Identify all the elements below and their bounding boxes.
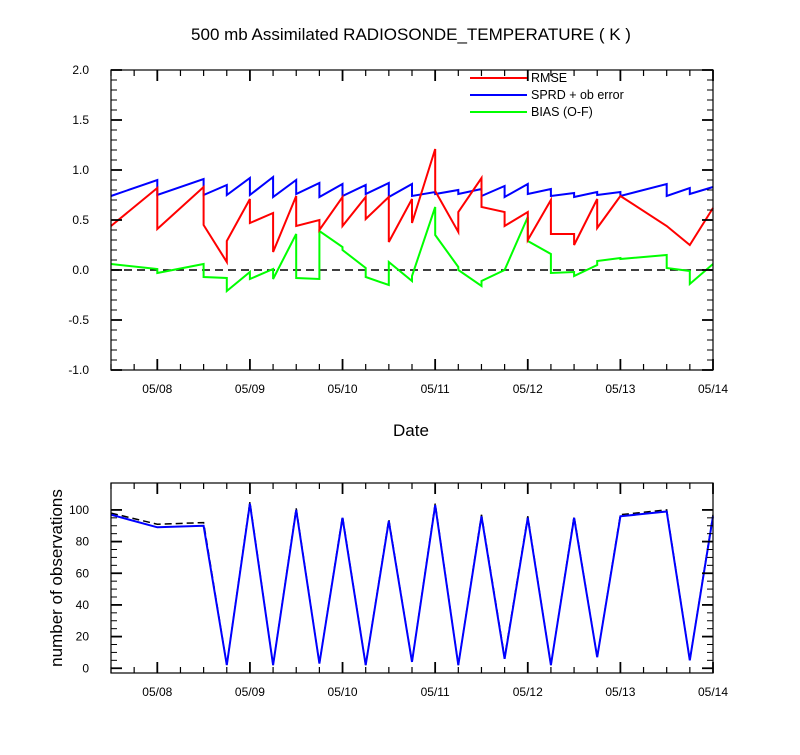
bottom-plot-frame	[110, 482, 714, 674]
legend-item-sprd: SPRD + ob error	[470, 88, 624, 102]
legend: RMSE SPRD + ob error BIAS (O-F)	[470, 71, 624, 119]
legend-item-rmse: RMSE	[470, 71, 567, 85]
bottom-chart: 05/08 05/09 05/10 05/11 05/12 05/13 05/14 0 20 40…	[47, 482, 728, 699]
top-x-tick-label: 05/08	[142, 382, 172, 396]
top-y-tick-label: -1.0	[68, 363, 89, 377]
series-line-bias-o-f	[110, 206, 714, 294]
top-y-tick-label: 2.0	[72, 63, 89, 77]
bottom-y-tick-label: 40	[76, 598, 90, 612]
top-series-group	[110, 148, 714, 294]
series-line-rmse	[110, 148, 714, 266]
bottom-series-group	[110, 501, 714, 666]
bottom-y-tick-label: 80	[76, 535, 90, 549]
top-y-tick-label: 0.5	[72, 213, 89, 227]
series-line-assimilated	[110, 503, 714, 666]
series-line-sprd-ob-error	[110, 174, 714, 199]
top-y-tick-label: 1.0	[72, 163, 89, 177]
bottom-ticks-group: 05/08 05/09 05/10 05/11 05/12 05/13 05/14 0 20 40…	[69, 483, 728, 699]
bottom-x-tick-label: 05/14	[698, 685, 728, 699]
top-y-tick-label: -0.5	[68, 313, 89, 327]
bottom-y-tick-label: 0	[82, 661, 89, 675]
y-axis-title: number of observations	[47, 489, 66, 667]
bottom-y-tick-label: 60	[76, 566, 90, 580]
top-x-tick-label: 05/10	[328, 382, 358, 396]
top-ticks-group: 05/08 05/09 05/10 05/11 05/12 05/13 05/14 2.0 1.…	[68, 63, 728, 396]
chart-title: 500 mb Assimilated RADIOSONDE_TEMPERATUR…	[191, 25, 631, 44]
top-chart: 500 mb Assimilated RADIOSONDE_TEMPERATUR…	[68, 25, 728, 440]
bottom-y-tick-label: 100	[69, 503, 89, 517]
legend-label-sprd: SPRD + ob error	[531, 88, 624, 102]
bottom-x-tick-label: 05/13	[605, 685, 635, 699]
legend-label-rmse: RMSE	[531, 71, 567, 85]
top-x-tick-label: 05/14	[698, 382, 728, 396]
bottom-plot-area: 05/08 05/09 05/10 05/11 05/12 05/13 05/14 0 20 40…	[69, 482, 728, 699]
bottom-x-tick-label: 05/10	[328, 685, 358, 699]
bottom-x-tick-label: 05/09	[235, 685, 265, 699]
bottom-x-tick-label: 05/08	[142, 685, 172, 699]
top-y-tick-label: 1.5	[72, 113, 89, 127]
top-plot-area: 05/08 05/09 05/10 05/11 05/12 05/13 05/14 2.0 1.…	[68, 63, 728, 396]
bottom-x-tick-label: 05/12	[513, 685, 543, 699]
legend-label-bias: BIAS (O-F)	[531, 105, 593, 119]
top-x-tick-label: 05/12	[513, 382, 543, 396]
top-y-tick-label: 0.0	[72, 263, 89, 277]
top-x-tick-label: 05/11	[421, 382, 450, 396]
top-x-tick-label: 05/09	[235, 382, 265, 396]
bottom-x-tick-label: 05/11	[421, 685, 450, 699]
bottom-y-tick-label: 20	[76, 630, 90, 644]
x-axis-title: Date	[393, 421, 429, 440]
legend-item-bias: BIAS (O-F)	[470, 105, 593, 119]
top-x-tick-label: 05/13	[605, 382, 635, 396]
